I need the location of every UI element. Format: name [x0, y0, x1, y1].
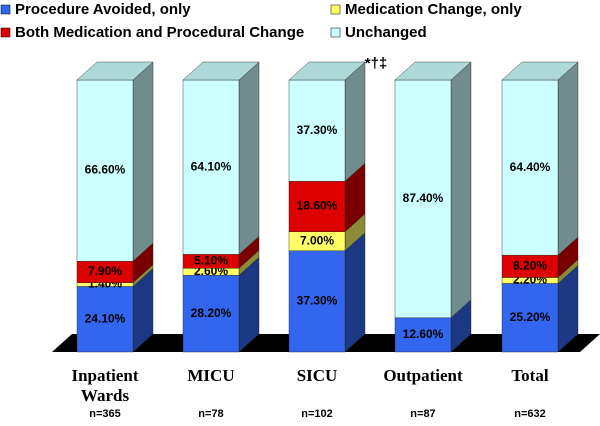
- bar-segment: [501, 283, 559, 353]
- bar-segment: [288, 181, 346, 232]
- legend-marker: [330, 27, 341, 38]
- value-label: 7.00%: [300, 233, 334, 247]
- bar-side: [344, 61, 366, 182]
- bar-segment: [182, 275, 240, 353]
- sample-size: n=87: [410, 408, 436, 420]
- sample-size: n=632: [514, 408, 546, 420]
- x-tick-label: MICU: [187, 366, 235, 385]
- bar-side: [450, 61, 472, 319]
- bar-side: [238, 61, 260, 255]
- annotation: *†‡: [365, 55, 388, 72]
- x-tick-label: Inpatient Wards: [71, 366, 139, 405]
- bar-segment: [288, 79, 346, 182]
- bar-side: [132, 61, 154, 262]
- bar-side: [557, 61, 579, 256]
- value-label: 64.40%: [510, 160, 551, 174]
- bar-top: [394, 61, 472, 81]
- sample-size: n=78: [198, 408, 224, 420]
- x-tick-label: SICU: [296, 366, 338, 385]
- value-label: 87.40%: [403, 191, 444, 205]
- bar-top: [501, 61, 579, 81]
- value-label: 12.60%: [403, 327, 444, 341]
- x-tick-label: Total: [511, 366, 549, 385]
- legend-marker: [330, 4, 341, 15]
- legend-marker: [0, 27, 11, 38]
- value-label: 7.90%: [88, 264, 122, 278]
- value-label: 5.10%: [194, 253, 228, 267]
- bar-segment: [501, 79, 559, 256]
- bar-segment: [288, 250, 346, 353]
- legend-label: Unchanged: [345, 24, 427, 41]
- bar-top: [288, 61, 366, 81]
- value-label: 8.20%: [513, 258, 547, 272]
- legend-label: Procedure Avoided, only: [15, 1, 191, 18]
- sample-size: n=102: [301, 408, 333, 420]
- value-label: 18.60%: [297, 199, 338, 213]
- bar-segment: [182, 79, 240, 255]
- legend-label: Medication Change, only: [345, 1, 522, 18]
- value-label: 37.30%: [297, 294, 338, 308]
- bar-side: [344, 232, 366, 353]
- bar-top: [182, 61, 260, 81]
- legend-label: Both Medication and Procedural Change: [15, 24, 304, 41]
- value-label: 64.10%: [191, 159, 232, 173]
- bar-top: [76, 61, 154, 81]
- value-label: 66.60%: [85, 163, 126, 177]
- bar-segment: [394, 79, 452, 318]
- x-tick-label: Outpatient: [383, 366, 463, 385]
- sample-size: n=365: [89, 408, 121, 420]
- value-label: 24.10%: [85, 311, 126, 325]
- value-label: 25.20%: [510, 310, 551, 324]
- bar-segment: [394, 317, 452, 353]
- value-label: 37.30%: [297, 123, 338, 137]
- bar-segment: [76, 286, 134, 353]
- value-label: 28.20%: [191, 306, 232, 320]
- legend-marker: [0, 4, 11, 15]
